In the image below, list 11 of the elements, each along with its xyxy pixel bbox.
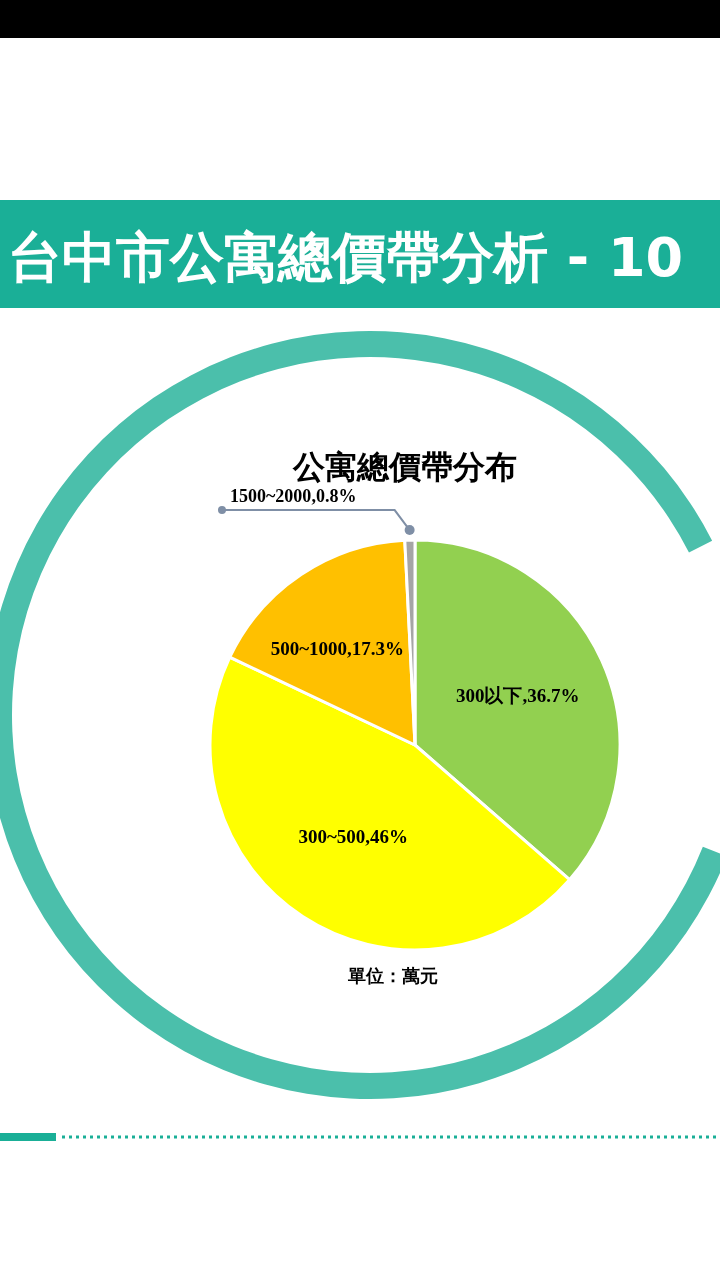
text: 單位：萬元: [347, 965, 438, 986]
slice-label: 1500~2000: [230, 486, 312, 507]
chart-title: 台中市公寓總價帶分析 - 10: [8, 226, 684, 289]
chart-subtitle: 公寓總價帶分布: [292, 448, 517, 486]
data-label: ,17.3%: [347, 638, 405, 660]
slice-label: 300以下: [455, 685, 523, 707]
data-label: ,0.8%: [311, 486, 357, 507]
slice-label: 300~500: [298, 826, 366, 848]
slice-label: 500~1000: [270, 638, 348, 660]
data-label: ,36.7%: [522, 685, 580, 707]
data-label: ,46%: [365, 826, 409, 848]
